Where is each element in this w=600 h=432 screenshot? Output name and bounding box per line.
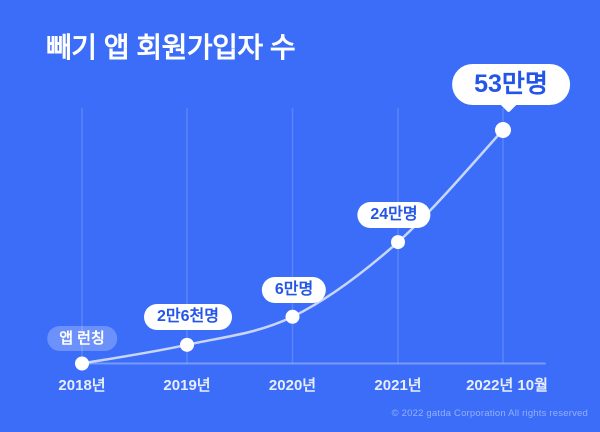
x-axis-label: 2020년 (268, 377, 317, 394)
data-label-2019: 2만6천명 (144, 304, 232, 330)
x-axis-label: 2018년 (58, 377, 106, 394)
x-axis-label: 2021년 (374, 377, 422, 394)
data-point (75, 356, 89, 371)
data-point (180, 337, 194, 352)
data-point (391, 235, 405, 250)
data-point (495, 122, 511, 138)
data-label-2022-callout: 53만명 (452, 64, 570, 105)
data-point (285, 309, 300, 324)
data-label-app-launch: 앱 런칭 (47, 326, 117, 351)
page-title: 빼기 앱 회원가입자 수 (46, 32, 296, 63)
copyright-text: © 2022 gatda Corporation All rights rese… (391, 408, 588, 419)
data-label-2021: 24만명 (357, 202, 431, 228)
x-axis-label: 2022년 10월 (466, 377, 548, 394)
x-axis-label: 2019년 (163, 377, 211, 394)
data-label-2020: 6만명 (261, 277, 327, 303)
